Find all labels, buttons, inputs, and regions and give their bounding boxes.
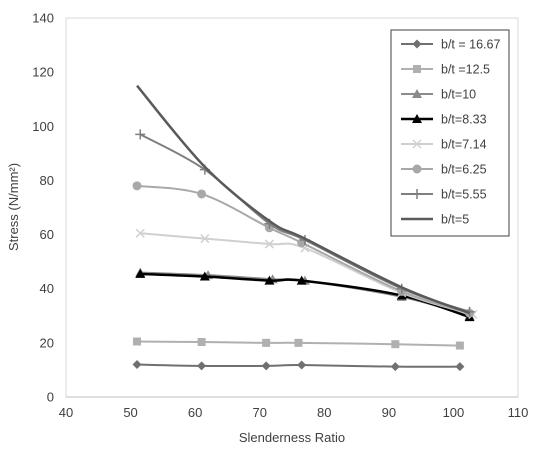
legend-marker — [412, 114, 422, 123]
legend-label: b/t=8.33 — [441, 113, 487, 127]
legend-item: b/t=6.25 — [401, 163, 487, 177]
data-point-marker — [296, 275, 307, 285]
legend: b/t = 16.67 b/t =12.5 b/t=10 b/t=8.33 b/t=7.… — [390, 29, 510, 237]
series-line — [137, 340, 460, 347]
series-line — [136, 184, 470, 315]
legend-label: b/t =12.5 — [441, 63, 490, 77]
series-line — [140, 272, 470, 319]
data-point-marker — [135, 129, 146, 140]
legend-marker — [412, 189, 422, 199]
data-point-marker — [132, 181, 142, 191]
legend-item: b/t=8.33 — [401, 113, 487, 127]
data-point-marker — [455, 341, 464, 350]
legend-item: b/t=7.14 — [401, 138, 487, 152]
legend-label: b/t=5 — [441, 213, 469, 227]
x-tick-label: 110 — [508, 405, 529, 420]
series-group — [132, 84, 478, 372]
legend-item: b/t=5.55 — [401, 188, 487, 202]
y-tick-label: 80 — [40, 173, 54, 188]
data-point-marker — [132, 360, 142, 370]
legend-marker — [412, 89, 422, 98]
legend-item: b/t =12.5 — [401, 63, 490, 77]
y-tick-label: 100 — [32, 119, 54, 134]
x-tick-label: 70 — [252, 405, 266, 420]
x-tick-label: 90 — [382, 405, 396, 420]
data-point-marker — [133, 337, 142, 346]
y-axis-label: Stress (N/mm²) — [6, 163, 21, 251]
legend-marker — [412, 164, 422, 174]
legend-label: b/t=6.25 — [441, 163, 487, 177]
legend-marker — [412, 39, 422, 49]
legend-item: b/t=5 — [401, 213, 469, 227]
y-tick-label: 0 — [47, 390, 54, 405]
data-point-marker — [294, 338, 303, 347]
data-point-marker — [197, 361, 207, 371]
legend-marker — [413, 65, 421, 73]
data-point-marker — [262, 338, 271, 347]
data-point-marker — [261, 361, 271, 371]
legend-item: b/t = 16.67 — [401, 38, 500, 52]
data-point-marker — [390, 362, 400, 372]
y-tick-label: 40 — [40, 281, 54, 296]
series-line — [137, 363, 460, 368]
y-tick-label: 60 — [40, 227, 54, 242]
y-tick-label: 20 — [40, 335, 54, 350]
data-point-marker — [135, 228, 145, 238]
series-line — [140, 232, 474, 316]
x-axis-label: Slenderness Ratio — [239, 430, 345, 445]
data-point-marker — [199, 271, 210, 281]
legend-marker — [412, 139, 422, 149]
data-point-marker — [200, 234, 210, 244]
legend-label: b/t=7.14 — [441, 138, 487, 152]
series-8 — [136, 84, 471, 315]
x-tick-label: 60 — [188, 405, 202, 420]
y-tick-label: 120 — [32, 65, 54, 80]
x-tick-label: 40 — [59, 405, 73, 420]
legend-box — [390, 29, 510, 237]
data-point-marker — [455, 362, 465, 372]
data-point-marker — [264, 239, 274, 249]
data-point-marker — [135, 268, 146, 278]
y-tick-label: 140 — [32, 11, 54, 26]
x-tick-label: 100 — [443, 405, 465, 420]
data-point-marker — [197, 338, 206, 347]
x-tick-label: 80 — [317, 405, 331, 420]
legend-label: b/t=10 — [441, 88, 476, 102]
axes-group: 40 50 60 70 80 90 100 110 0 20 40 60 80 100 120 140 — [32, 11, 528, 421]
data-point-marker — [197, 189, 207, 199]
series-1 — [132, 360, 465, 372]
data-point-marker — [297, 360, 307, 370]
legend-item: b/t=10 — [401, 88, 476, 102]
legend-label: b/t = 16.67 — [441, 38, 500, 52]
x-tick-label: 50 — [123, 405, 137, 420]
series-line — [136, 84, 471, 315]
data-point-marker — [391, 340, 400, 349]
legend-label: b/t=5.55 — [441, 188, 487, 202]
data-point-marker — [264, 275, 275, 285]
series-4 — [135, 268, 475, 322]
series-2 — [133, 337, 464, 350]
